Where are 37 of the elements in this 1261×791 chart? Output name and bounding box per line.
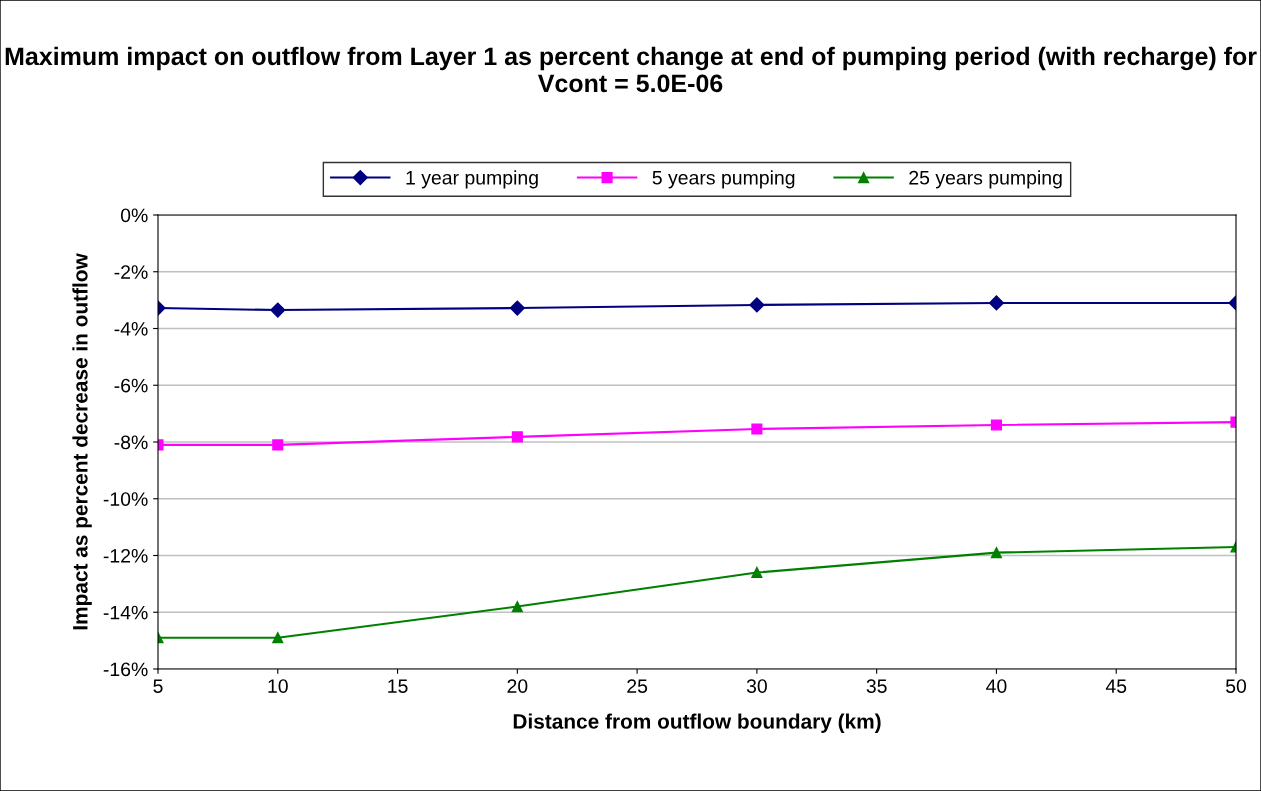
x-tick-label: 5 [153, 679, 163, 693]
x-tick-label: 10 [268, 679, 288, 693]
y-tick-label: -10% [103, 492, 148, 506]
x-tick-label: 45 [1105, 679, 1127, 693]
point [751, 423, 763, 435]
x-tick-label: 20 [507, 679, 528, 693]
legend-label: 5 years pumping [652, 170, 795, 189]
legend-label: 1 year pumping [406, 170, 538, 189]
y-tick-label: -6% [114, 378, 148, 393]
x-tick-label: 35 [866, 679, 887, 693]
legend-label: 25 years pumping [909, 170, 1062, 189]
point [509, 300, 525, 316]
point [272, 632, 284, 644]
x-tick-label: 50 [1225, 679, 1247, 693]
x-tick-label: 15 [388, 679, 408, 693]
chart-title: Maximum impact on outflow from Layer 1 as percent change at end of pumping period (with recharge) for Vcont = 5.0E-06 [5, 46, 1257, 93]
point [272, 439, 284, 451]
y-tick-label: -2% [114, 265, 148, 279]
y-axis-title: Impact as percent decrease in outflow [72, 253, 92, 630]
y-tick-label: -12% [103, 548, 148, 563]
point [270, 302, 286, 318]
x-axis-title: Distance from outflow boundary (km) [513, 713, 881, 733]
point [990, 547, 1003, 559]
y-tick-label: -14% [103, 605, 148, 620]
point [988, 295, 1005, 311]
point [511, 601, 523, 613]
point [751, 566, 763, 579]
point [990, 419, 1003, 431]
x-tick-label: 25 [627, 679, 648, 693]
point [511, 431, 523, 443]
y-tick-label: -4% [114, 322, 148, 336]
point [749, 297, 765, 313]
x-tick-label: 30 [746, 679, 767, 693]
x-tick-label: 40 [986, 679, 1007, 693]
y-tick-label: -8% [114, 435, 148, 450]
y-tick-label: -16% [103, 662, 148, 677]
y-tick-label: 0% [120, 208, 148, 223]
